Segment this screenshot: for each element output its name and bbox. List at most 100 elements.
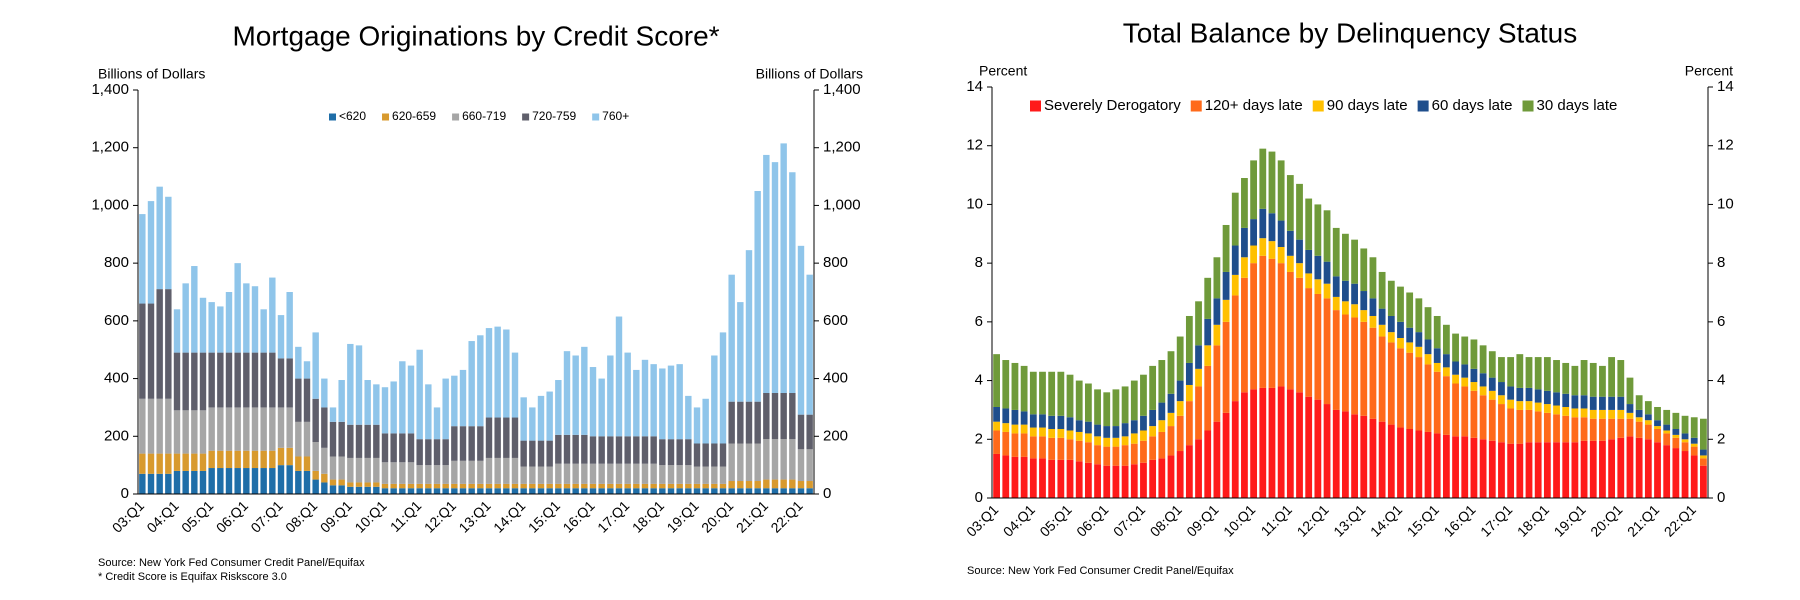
bar-segment (1066, 459, 1074, 498)
bar-segment (1433, 371, 1441, 434)
bar-segment (1140, 462, 1147, 498)
bar-segment (676, 465, 683, 484)
x-tick-label: 15:Q1 (1404, 501, 1442, 539)
bar-segment (173, 309, 181, 353)
x-tick-label: 03:Q1 (963, 501, 1001, 539)
bar-segment (711, 466, 718, 484)
y-tick-label: 14 (966, 78, 983, 95)
bar-segment (1479, 439, 1487, 498)
bar-segment (1406, 327, 1414, 343)
bar-segment (1690, 446, 1698, 456)
bar-segment (1231, 192, 1239, 246)
bar-segment (234, 263, 241, 353)
bar-segment (1644, 420, 1652, 425)
bar-segment (728, 443, 735, 482)
bar-segment (1442, 434, 1450, 498)
bar-segment (182, 352, 189, 411)
bar-segment (745, 481, 753, 489)
bar-segment (381, 433, 389, 463)
bar-segment (563, 488, 571, 494)
bar-segment (234, 407, 241, 451)
bar-segment (321, 473, 328, 483)
bar-segment (407, 483, 415, 489)
bar-segment (1039, 436, 1046, 459)
bar-segment (1020, 411, 1028, 425)
legend-swatch (382, 113, 390, 121)
bar-segment (711, 488, 718, 494)
y2-tick-label: 1,400 (823, 81, 861, 98)
bar-segment (1314, 204, 1322, 256)
bar-segment (173, 453, 181, 471)
bar-segment (425, 439, 432, 466)
bar-segment (1342, 411, 1349, 498)
bar-segment (1167, 426, 1175, 456)
bar-segment (1011, 409, 1019, 425)
x-tick-label: 22:Q1 (1661, 501, 1699, 539)
bar-segment (993, 453, 1000, 498)
bar-segment (199, 352, 207, 411)
bar-segment (1424, 364, 1432, 432)
bar-segment (1075, 420, 1083, 432)
bar-segment (1158, 402, 1166, 421)
y2-tick-label: 4 (1717, 372, 1725, 389)
bar-segment (147, 398, 155, 454)
bar-segment (1599, 396, 1606, 410)
bar-segment (763, 154, 770, 393)
x-tick-label: 03:Q1 (109, 497, 147, 535)
bar-segment (1617, 396, 1625, 410)
y2-tick-label: 6 (1717, 313, 1725, 330)
bar-segment (993, 406, 1000, 422)
bar-segment (797, 449, 805, 482)
bar-segment (286, 292, 293, 359)
bar-segment (1461, 336, 1469, 365)
bar-segment (251, 468, 259, 494)
bar-segment (217, 468, 224, 494)
bar-segment (347, 482, 354, 487)
bar-segment (1332, 310, 1340, 410)
bar-segment (1571, 365, 1579, 396)
bar-segment (425, 465, 432, 484)
bar-segment (1479, 345, 1487, 374)
bar-segment (269, 352, 276, 408)
bar-segment (511, 483, 519, 489)
bar-segment (615, 483, 623, 489)
y-axis-label: Percent (979, 63, 1027, 79)
bar-segment (685, 439, 692, 466)
bar-segment (1259, 387, 1267, 498)
bar-segment (191, 410, 198, 454)
bar-segment (459, 483, 467, 489)
bar-segment (1635, 421, 1643, 438)
bar-segment (737, 401, 744, 444)
bar-segment (477, 483, 484, 489)
bar-segment (1452, 436, 1459, 498)
legend-label: 660-719 (462, 109, 506, 123)
bar-segment (225, 407, 233, 451)
bar-segment (693, 443, 701, 467)
y-tick-label: 1,400 (91, 81, 129, 98)
bar-segment (993, 354, 1000, 407)
bar-segment (1185, 362, 1193, 385)
bar-segment (1140, 430, 1147, 441)
bar-segment (754, 401, 761, 444)
bar-segment (650, 364, 657, 437)
bar-segment (1626, 377, 1634, 405)
bar-segment (1360, 248, 1368, 292)
bar-segment (182, 470, 189, 494)
bar-segment (312, 470, 319, 480)
bar-segment (442, 378, 449, 440)
bar-segment (1277, 160, 1285, 221)
bar-segment (1176, 380, 1184, 402)
bar-segment (269, 468, 276, 494)
bar-segment (1121, 423, 1129, 437)
bar-segment (1571, 442, 1579, 498)
bar-segment (1195, 301, 1202, 346)
bar-segment (1516, 409, 1524, 444)
y-tick-label: 0 (121, 485, 129, 502)
bar-segment (1599, 365, 1606, 397)
bar-segment (1525, 387, 1533, 402)
bar-segment (685, 488, 692, 494)
bar-segment (321, 482, 328, 494)
bar-segment (165, 453, 172, 474)
bar-segment (191, 266, 198, 353)
bar-segment (1617, 360, 1625, 397)
